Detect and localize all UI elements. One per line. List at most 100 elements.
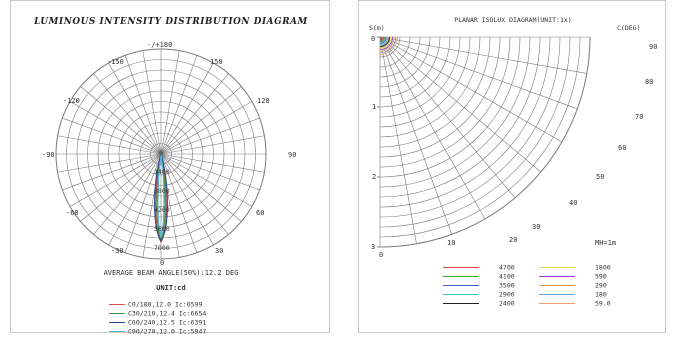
- legend-swatch: [539, 276, 575, 277]
- polar-spoke: [93, 153, 162, 235]
- isolux-grid: [377, 36, 591, 248]
- polar-spoke: [160, 153, 198, 253]
- isolux-arc: [379, 36, 591, 248]
- legend-swatch: [539, 267, 575, 268]
- isolux-legend-item: 290: [539, 275, 607, 290]
- isolux-arc: [379, 36, 531, 188]
- legend-value: 59.0: [595, 299, 611, 308]
- isolux-arc: [379, 36, 501, 158]
- radial-label-2800: 2800: [154, 187, 170, 195]
- polar-spoke: [80, 86, 162, 155]
- intensity-legend-item: C90/270,12.0 Ic:5947: [109, 321, 206, 336]
- isolux-radial: [379, 36, 417, 244]
- y-tick-0: 0: [371, 35, 376, 43]
- legend-swatch: [443, 276, 479, 277]
- isolux-arc: [379, 36, 491, 148]
- x-axis-title: C(DEG): [617, 24, 641, 32]
- intensity-curve: [154, 153, 168, 243]
- isolux-legend-item: 59.0: [539, 293, 611, 308]
- polar-spoke: [57, 135, 162, 155]
- angle-label-p60: 60: [256, 209, 265, 217]
- polar-spoke: [160, 153, 260, 191]
- legend-value: 3500: [499, 281, 515, 290]
- isolux-contour: [379, 36, 386, 43]
- polar-spoke: [160, 101, 253, 155]
- polar-spoke: [160, 153, 214, 246]
- angle-label-p120: 120: [257, 97, 270, 105]
- radial-label-0: 0: [159, 149, 163, 157]
- isolux-contour: [379, 36, 384, 41]
- polar-spoke: [160, 55, 198, 155]
- polar-spoke: [80, 153, 162, 222]
- radial-label-7000: 7000: [154, 244, 170, 252]
- isolux-contour: [379, 36, 387, 44]
- isolux-arc: [379, 36, 471, 128]
- isolux-diagram-title: PLANAR ISOLUX DIAGRAM(UNIT:1x): [454, 16, 572, 24]
- polar-spoke: [160, 86, 242, 155]
- isolux-legend-item: 2400: [443, 293, 515, 308]
- legend-label: C30/210,12.4 Ic:6654: [128, 309, 207, 318]
- isolux-arc: [379, 36, 461, 118]
- legend-value: 180: [595, 290, 607, 299]
- isolux-legend-item: 2900: [443, 284, 515, 299]
- isolux-contour: [379, 36, 390, 47]
- isolux-contour: [379, 36, 389, 46]
- legend-swatch: [539, 303, 575, 304]
- isolux-diagram-panel: PLANAR ISOLUX DIAGRAM(UNIT:1x) S(m) C(DE…: [358, 0, 666, 333]
- legend-swatch: [109, 313, 125, 314]
- legend-swatch: [443, 303, 479, 304]
- polar-spoke: [62, 117, 162, 155]
- y-tick-1: 1: [372, 103, 377, 111]
- polar-spoke: [160, 50, 180, 155]
- y-tick-2: 2: [372, 173, 377, 181]
- x-tick-20: 20: [509, 236, 518, 244]
- angle-label-p30: 30: [215, 247, 224, 255]
- radial-label-5600: 5600: [154, 225, 170, 233]
- polar-spoke: [160, 62, 214, 155]
- legend-swatch: [443, 285, 479, 286]
- isolux-arc: [379, 36, 551, 208]
- angle-label-m60: -60: [66, 209, 79, 217]
- isolux-contour: [379, 36, 398, 55]
- x-tick-0: 0: [379, 251, 384, 259]
- y-axis-title: S(m): [369, 24, 385, 32]
- polar-spoke: [142, 50, 162, 155]
- isolux-contour: [379, 36, 395, 52]
- legend-label: C0/180,12.0 Ic:6599: [128, 300, 203, 309]
- radial-label-1400: 1400: [154, 168, 170, 176]
- angle-label-m120: -120: [63, 97, 80, 105]
- isolux-radial: [379, 36, 453, 235]
- beam-angle-text: AVERAGE BEAM ANGLE(50%):12.2 DEG: [103, 269, 239, 277]
- isolux-arc: [379, 36, 451, 108]
- isolux-arc: [379, 36, 541, 198]
- legend-value: 4100: [499, 272, 515, 281]
- isolux-angle-60: 60: [618, 144, 627, 152]
- legend-swatch: [539, 294, 575, 295]
- legend-swatch: [539, 285, 575, 286]
- intensity-diagram-panel: LUMINOUS INTENSITY DISTRIBUTION DIAGRAM …: [10, 0, 330, 336]
- isolux-arc: [379, 36, 561, 218]
- polar-spoke: [160, 153, 253, 207]
- polar-spoke: [69, 153, 162, 207]
- isolux-legend-item: 590: [539, 266, 607, 281]
- polar-spoke: [93, 73, 162, 155]
- legend-value: 2400: [499, 299, 515, 308]
- legend-value: 4700: [499, 263, 515, 272]
- isolux-angle-80: 80: [645, 78, 654, 86]
- isolux-radial: [379, 36, 542, 173]
- legend-value: 2900: [499, 290, 515, 299]
- x-tick-10: 10: [447, 239, 456, 247]
- legend-swatch: [109, 304, 125, 305]
- isolux-legend-item: 180: [539, 284, 607, 299]
- isolux-arc: [379, 36, 481, 138]
- x-tick-30: 30: [532, 223, 541, 231]
- isolux-angle-50: 50: [596, 173, 605, 181]
- isolux-arc: [379, 36, 571, 228]
- unit-label: UNIT:cd: [156, 284, 186, 292]
- polar-spoke: [160, 117, 260, 155]
- isolux-angle-90: 90: [649, 43, 658, 51]
- angle-label-m90: -90: [42, 151, 55, 159]
- intensity-diagram-title: LUMINOUS INTENSITY DISTRIBUTION DIAGRAM: [34, 17, 308, 27]
- isolux-contour: [379, 36, 392, 49]
- isolux-arc: [379, 36, 521, 178]
